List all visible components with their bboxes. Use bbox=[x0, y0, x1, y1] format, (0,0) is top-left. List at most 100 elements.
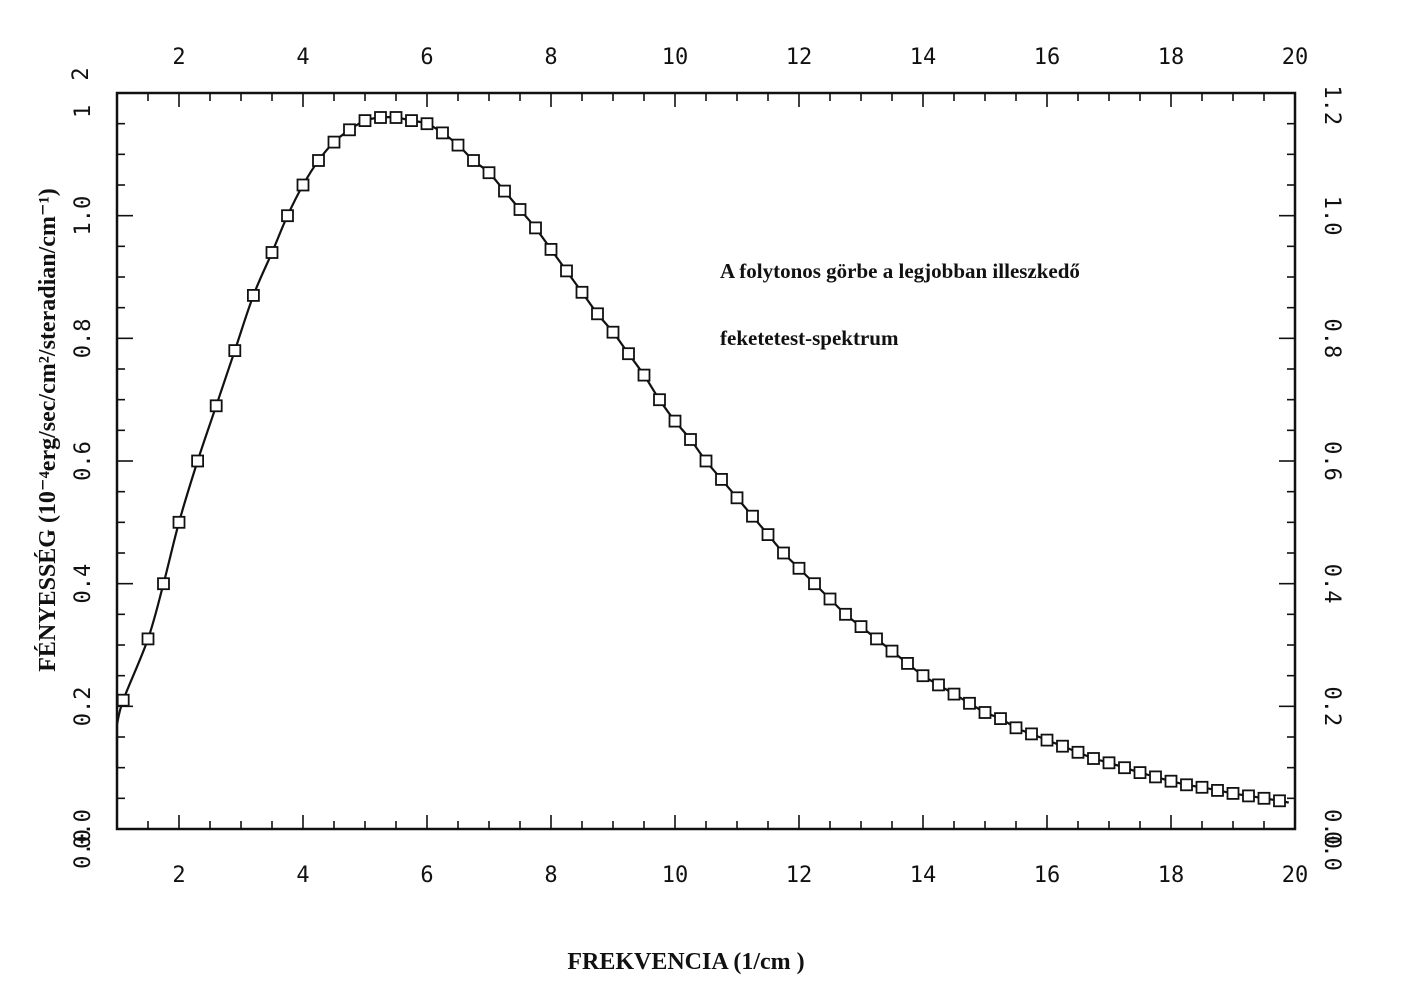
data-point bbox=[622, 347, 635, 361]
data-point bbox=[343, 123, 356, 137]
data-markers bbox=[116, 111, 1286, 808]
data-point bbox=[141, 632, 155, 646]
data-point bbox=[606, 325, 620, 339]
y-tick-label-right: 0.6 bbox=[1319, 441, 1344, 481]
x-tick-label: 12 bbox=[786, 863, 813, 888]
data-point bbox=[228, 344, 242, 358]
data-point bbox=[1226, 787, 1240, 800]
y-tick-label: 0.6 bbox=[71, 441, 96, 481]
data-point bbox=[730, 491, 744, 505]
data-point bbox=[157, 577, 170, 591]
x-tick-label-top: 8 bbox=[544, 45, 557, 70]
data-point bbox=[529, 221, 542, 235]
data-point bbox=[451, 138, 465, 152]
x-axis-label: FREKVENCIA (1/cm ) bbox=[567, 949, 804, 975]
data-point bbox=[746, 509, 759, 523]
axis-tick-labels: 2 4 6 8 10 12 14 16 18 20 2 4 6 8 10 12 14 16 18 20 2 0.0 0.2 0… bbox=[69, 45, 1344, 888]
y-tick-label-right: 1.2 bbox=[1319, 85, 1344, 125]
y-tick-label: 0.2 bbox=[71, 686, 96, 726]
data-point bbox=[116, 693, 130, 707]
data-point bbox=[963, 696, 976, 710]
data-point bbox=[1133, 766, 1147, 779]
x-tick-label: 4 bbox=[296, 863, 309, 888]
y-tick-label-right: 0.0 bbox=[1319, 809, 1344, 849]
x-tick-label: 18 bbox=[1158, 863, 1185, 888]
data-point bbox=[374, 111, 387, 124]
data-point bbox=[1102, 756, 1116, 770]
data-point bbox=[575, 285, 589, 299]
x-tick-label: 14 bbox=[910, 863, 937, 888]
y-axis-label: FÉNYESSÉG (10⁻⁴erg/sec/cm²/steradian/cm⁻… bbox=[35, 188, 61, 672]
data-point bbox=[1009, 721, 1023, 735]
x-tick-label-top: 16 bbox=[1034, 45, 1061, 70]
data-point bbox=[513, 203, 527, 216]
data-point bbox=[1118, 761, 1131, 775]
x-tick-label: 16 bbox=[1034, 863, 1061, 888]
x-tick-label: 10 bbox=[662, 863, 689, 888]
data-point bbox=[296, 178, 310, 192]
data-point bbox=[405, 114, 418, 127]
data-point bbox=[994, 712, 1007, 725]
data-point bbox=[420, 117, 434, 131]
data-point bbox=[653, 393, 666, 407]
y-tick-label: 1.0 bbox=[71, 196, 96, 236]
data-point bbox=[246, 288, 260, 302]
y-tick-label: 0.8 bbox=[71, 318, 96, 358]
x-tick-label: 8 bbox=[544, 863, 557, 888]
data-point bbox=[172, 515, 186, 529]
y-tick-label-top-extra: 2 bbox=[69, 67, 94, 80]
data-point bbox=[1242, 789, 1255, 803]
data-point bbox=[808, 577, 821, 591]
y-tick-label-right: 0.4 bbox=[1319, 564, 1344, 604]
data-point bbox=[191, 454, 205, 468]
data-point bbox=[209, 399, 223, 413]
y-tick-label-right: 0.8 bbox=[1319, 318, 1344, 358]
data-point bbox=[1211, 784, 1224, 797]
data-point bbox=[544, 242, 558, 256]
x-tick-label: 6 bbox=[420, 863, 433, 888]
data-point bbox=[1025, 727, 1038, 741]
data-point bbox=[823, 592, 837, 606]
data-point bbox=[327, 135, 341, 149]
data-point bbox=[591, 307, 604, 321]
data-point bbox=[699, 454, 713, 468]
data-point bbox=[1273, 794, 1286, 808]
x-tick-label-top: 10 bbox=[662, 45, 689, 70]
data-point bbox=[1149, 770, 1162, 784]
x-tick-label-top: 4 bbox=[296, 45, 309, 70]
data-point bbox=[901, 657, 914, 670]
y-tick-label-right: 1.0 bbox=[1319, 196, 1344, 236]
data-point bbox=[1195, 780, 1209, 794]
data-point bbox=[885, 644, 899, 658]
y-tick-label: 0.0 bbox=[71, 809, 96, 849]
data-point bbox=[467, 154, 480, 167]
data-point bbox=[312, 154, 325, 167]
data-point bbox=[482, 166, 496, 180]
y-tick-label-bottom: 0.0 bbox=[71, 829, 96, 869]
x-tick-label-top: 2 bbox=[172, 45, 185, 70]
x-tick-label-top: 18 bbox=[1158, 45, 1185, 70]
x-tick-label-top: 12 bbox=[786, 45, 813, 70]
axis-ticks bbox=[116, 92, 1296, 830]
data-point bbox=[637, 368, 651, 382]
data-point bbox=[358, 114, 372, 127]
data-point bbox=[978, 706, 992, 719]
data-point bbox=[436, 126, 449, 140]
data-point bbox=[932, 678, 945, 692]
data-point bbox=[265, 246, 279, 259]
data-point bbox=[498, 184, 511, 198]
x-tick-label: 2 bbox=[172, 863, 185, 888]
data-point bbox=[1180, 778, 1193, 792]
data-point bbox=[1257, 791, 1271, 805]
data-point bbox=[1040, 733, 1054, 747]
data-point bbox=[1056, 739, 1069, 753]
data-point bbox=[1071, 745, 1085, 759]
x-tick-label-top: 14 bbox=[910, 45, 937, 70]
data-point bbox=[777, 546, 790, 560]
data-point bbox=[560, 264, 573, 278]
data-point bbox=[1164, 774, 1178, 788]
data-point bbox=[761, 528, 775, 541]
data-point bbox=[870, 632, 883, 646]
x-tick-label-top: 20 bbox=[1282, 45, 1309, 70]
